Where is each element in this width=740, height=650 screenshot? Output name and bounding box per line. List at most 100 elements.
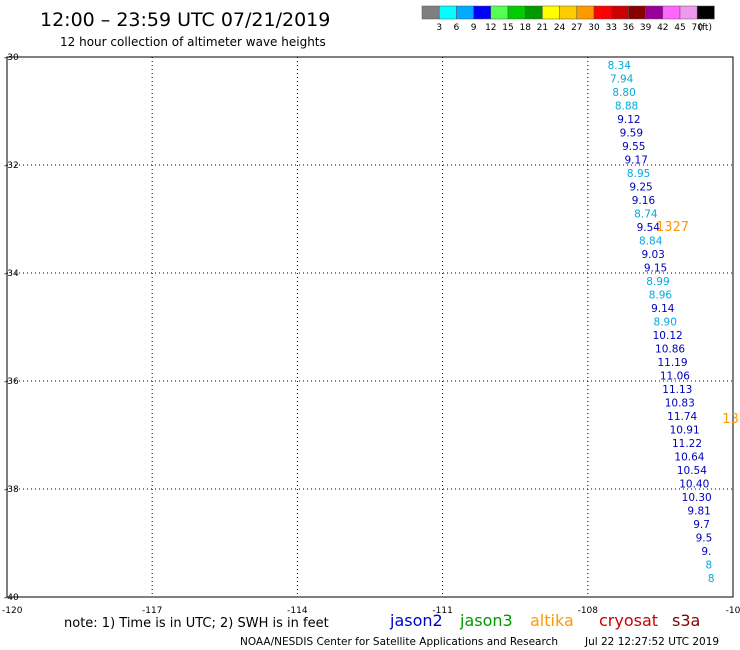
colorbar-label: 6 [454,23,460,33]
data-label-altika: 13 [722,412,739,427]
colorbar-swatch [576,5,595,20]
y-axis-ticks: -30 -32 -34 -36 -38 -40 [4,53,19,603]
colorbar-swatch [610,5,629,20]
x-tick-label: -117 [142,606,162,616]
colorbar-label: 45 [674,23,685,33]
data-label-jason2: 9.14 [651,303,675,315]
colorbar-label: 33 [605,23,616,33]
data-label-jason2: 9.17 [625,155,648,167]
data-label-jason2: 8 [705,560,712,572]
satellite-legend: jason2 jason3 altika cryosat s3a [389,611,700,630]
data-label-jason2: 8.99 [646,276,669,288]
data-label-jason2: 10.83 [665,398,695,410]
data-label-jason2: 10.54 [677,465,707,477]
data-label-jason2: 9.59 [620,128,643,140]
colorbar-label: 36 [623,23,635,33]
footer-note: note: 1) Time is in UTC; 2) SWH is in fe… [64,616,329,631]
data-label-jason2: 10.12 [653,330,683,342]
legend-item-jason2: jason2 [389,611,443,630]
colorbar-label: 18 [519,23,531,33]
colorbar-label: 21 [537,23,548,33]
y-tick-label: -36 [4,377,19,387]
legend-item-cryosat: cryosat [599,611,658,630]
y-tick-label: -32 [4,161,19,171]
colorbar-label: 9 [471,23,477,33]
colorbar-swatch [490,5,509,20]
data-label-jason2: 10.86 [655,344,685,356]
data-label-jason2: 11.06 [660,371,690,383]
data-label-jason2: 9.7 [693,519,710,531]
colorbar-label: 12 [485,23,496,33]
colorbar-label: 42 [657,23,668,33]
legend-item-s3a: s3a [672,611,700,630]
y-tick-label: -30 [4,53,19,63]
chart-subtitle: 12 hour collection of altimeter wave hei… [60,35,326,49]
data-label-jason2: 10.30 [682,492,712,504]
colorbar-swatch [559,5,578,20]
y-tick-label: -38 [4,485,19,495]
colorbar-swatch [696,5,715,20]
plot-area: -30-32-34-36-38-40 -120 -117 -114 -111 -108-… [2,53,740,616]
plot-frame [6,56,734,598]
colorbar-label: 24 [554,23,566,33]
data-label-jason2: 9. [701,546,711,558]
data-label-jason2: 7.94 [610,74,634,86]
legend-item-altika: altika [530,611,574,630]
data-label-jason2: 9.03 [641,249,664,261]
data-label-jason2: 11.13 [662,384,692,396]
data-label-jason2: 9.81 [687,506,710,518]
data-label-jason2: 8 [708,573,715,585]
colorbar-label: 27 [571,23,582,33]
colorbar-label: 39 [640,23,652,33]
data-label-jason2: 8.34 [608,60,632,72]
data-label-jason2: 9.25 [629,182,652,194]
data-label-jason2: 11.19 [657,357,687,369]
colorbar-legend: 3 6 9 12 15 18 21 24 27 30 33 36 39 42 45 70(ft) [421,5,715,33]
colorbar-swatch [542,5,560,20]
x-tick-label: -10 [726,606,740,616]
y-tick-label: -40 [4,593,19,603]
footer-credit: NOAA/NESDIS Center for Satellite Applica… [240,636,558,648]
data-label-jason2: 8.74 [634,209,658,221]
colorbar-swatch [662,5,681,20]
data-label-jason2: 10.64 [674,452,704,464]
colorbar-swatch [628,5,646,20]
data-label-jason2: 8.96 [649,290,673,302]
x-axis-ticks: -120 -117 -114 -111 -108 -10 [2,606,740,616]
colorbar-swatch [593,5,612,20]
y-tick-label: -34 [4,269,19,279]
data-label-jason2: 8.84 [639,236,663,248]
data-label-jason2: 8.90 [654,317,677,329]
data-label-jason2: 9.55 [622,141,645,153]
data-label-jason2: 9.54 [637,222,661,234]
x-tick-label: -111 [432,606,452,616]
data-label-jason2: 8.80 [612,87,635,99]
colorbar-label: (ft) [698,23,712,33]
colorbar-label: 30 [588,23,600,33]
data-label-jason2: 11.74 [667,411,697,423]
data-label-jason2: 9.12 [617,114,640,126]
footer-timestamp: Jul 22 12:27:52 UTC 2019 [584,636,719,648]
colorbar-swatch [507,5,526,20]
colorbar-label: 70 [691,23,703,33]
colorbar-swatch [679,5,698,20]
data-label-jason2: 9.5 [696,533,713,545]
data-labels: 8.34 7.948.80 8.889.12 9.599.55 9.178.95 9.25… [608,60,739,585]
data-label-jason2: 11.22 [672,438,702,450]
data-label-jason2: 9.15 [644,263,667,275]
colorbar-swatch [438,5,457,20]
data-label-jason2: 10.40 [679,479,709,491]
chart-title: 12:00 – 23:59 UTC 07/21/2019 [40,9,330,31]
data-label-jason2: 8.95 [627,168,650,180]
colorbar-swatch [645,5,664,20]
colorbar-label: 15 [502,23,513,33]
x-tick-label: -120 [2,606,23,616]
colorbar-swatch [524,5,543,20]
legend-item-jason3: jason3 [459,611,513,630]
data-label-altika: 1327 [656,220,689,235]
colorbar-swatch [421,5,440,20]
data-label-jason2: 10.91 [670,425,700,437]
colorbar-label: 3 [436,23,442,33]
data-label-jason2: 8.88 [615,101,638,113]
